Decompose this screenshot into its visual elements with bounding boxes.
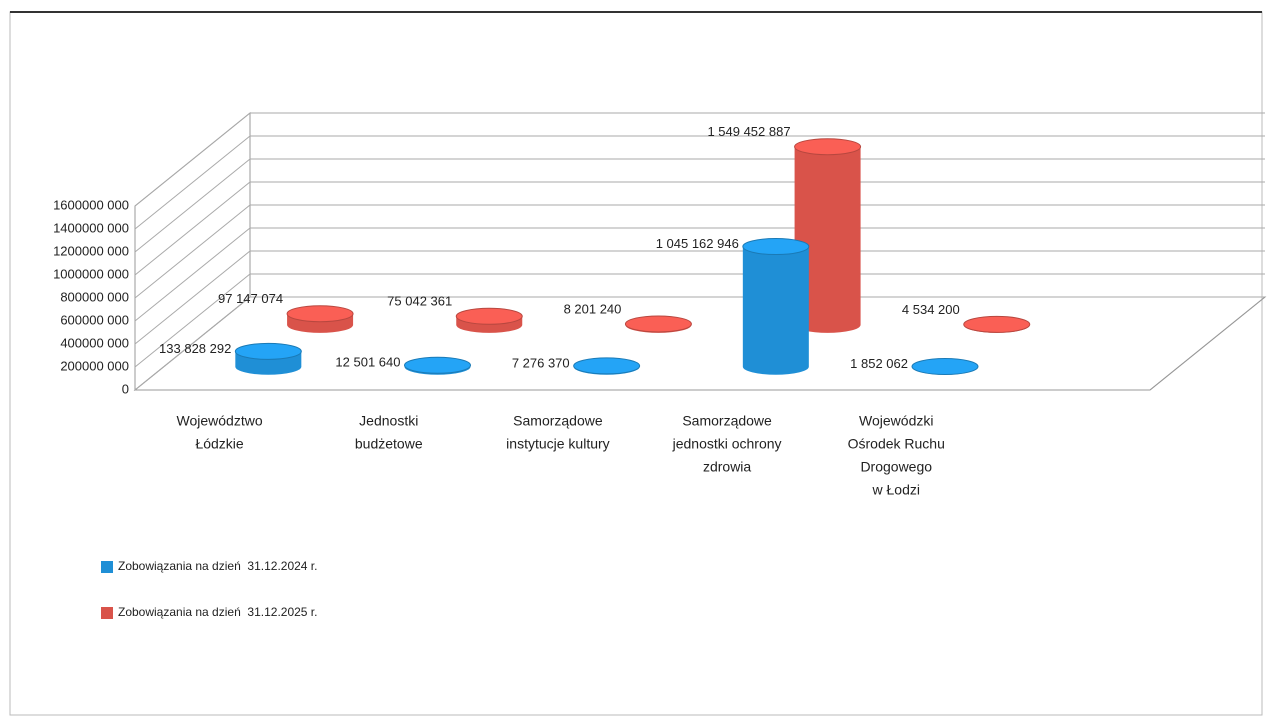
cylinder-top bbox=[455, 307, 523, 325]
x-tick-label: instytucje kultury bbox=[506, 436, 609, 452]
cylinder-body bbox=[742, 246, 809, 375]
x-tick-label: budżetowe bbox=[355, 436, 423, 452]
y-tick-label: 600000 000 bbox=[60, 312, 129, 327]
cylinder bbox=[624, 315, 692, 333]
grid-line bbox=[134, 158, 1265, 253]
y-tick-label: 200000 000 bbox=[60, 358, 129, 373]
data-label: 12 501 640 bbox=[335, 355, 400, 370]
grid-line bbox=[134, 204, 1265, 299]
data-label: 97 147 074 bbox=[218, 291, 283, 306]
data-label: 8 201 240 bbox=[564, 301, 622, 316]
grid-line bbox=[134, 181, 1265, 276]
x-tick-label: Samorządowe bbox=[682, 413, 772, 429]
cylinder bbox=[963, 315, 1031, 333]
cylinder-top bbox=[286, 305, 354, 323]
data-label: 1 045 162 946 bbox=[656, 236, 739, 251]
y-tick-label: 400000 000 bbox=[60, 335, 129, 350]
right-edge bbox=[1149, 296, 1266, 391]
x-tick-label: Samorządowe bbox=[513, 413, 603, 429]
grid-line bbox=[134, 135, 1265, 230]
data-label: 1 549 452 887 bbox=[707, 124, 790, 139]
x-tick-label: Województwo bbox=[177, 413, 263, 429]
x-tick-label: Ośrodek Ruchu bbox=[848, 436, 945, 452]
data-label: 4 534 200 bbox=[902, 302, 960, 317]
grid-line bbox=[134, 250, 1265, 345]
legend-label: Zobowiązania na dzień 31.12.2024 r. bbox=[118, 559, 317, 573]
cylinder-top bbox=[911, 358, 979, 376]
cylinder bbox=[234, 342, 302, 375]
grid-line bbox=[134, 273, 1265, 368]
cylinder bbox=[742, 238, 810, 375]
x-tick-label: Łódzkie bbox=[195, 436, 243, 452]
y-tick-label: 1400000 000 bbox=[53, 220, 129, 235]
legend-swatch bbox=[101, 607, 113, 619]
x-tick-label: Drogowego bbox=[860, 459, 932, 475]
cylinder-top bbox=[573, 357, 641, 375]
x-tick-label: Wojewódzki bbox=[859, 413, 933, 429]
cylinder-top bbox=[624, 315, 692, 333]
x-tick-label: w Łodzi bbox=[872, 482, 920, 498]
cylinder bbox=[794, 138, 862, 333]
legend-label: Zobowiązania na dzień 31.12.2025 r. bbox=[118, 605, 317, 619]
cylinder-body bbox=[794, 146, 861, 333]
cylinder bbox=[455, 307, 523, 333]
cylinder-top bbox=[794, 138, 862, 156]
y-tick-label: 0 bbox=[122, 381, 129, 396]
grid-line bbox=[134, 296, 1265, 391]
data-label: 133 828 292 bbox=[159, 341, 231, 356]
y-tick-label: 800000 000 bbox=[60, 289, 129, 304]
y-tick-label: 1200000 000 bbox=[53, 243, 129, 258]
data-label: 75 042 361 bbox=[387, 294, 452, 309]
cylinder-top bbox=[742, 238, 810, 256]
cylinder-top bbox=[963, 315, 1031, 333]
legend-swatch bbox=[101, 561, 113, 573]
grid-line bbox=[134, 227, 1265, 322]
grid-line bbox=[134, 112, 1265, 207]
y-tick-label: 1000000 000 bbox=[53, 266, 129, 281]
cylinder bbox=[911, 358, 979, 376]
data-label: 7 276 370 bbox=[512, 355, 570, 370]
cylinder bbox=[286, 305, 354, 333]
x-tick-label: zdrowia bbox=[703, 459, 751, 475]
cylinder bbox=[404, 356, 471, 375]
cylinder-top bbox=[234, 342, 302, 360]
cylinder bbox=[573, 357, 641, 375]
x-tick-label: Jednostki bbox=[359, 413, 418, 429]
x-tick-label: jednostki ochrony bbox=[672, 436, 782, 452]
data-label: 1 852 062 bbox=[850, 356, 908, 371]
y-tick-label: 1600000 000 bbox=[53, 197, 129, 212]
cylinder-top bbox=[404, 356, 471, 374]
